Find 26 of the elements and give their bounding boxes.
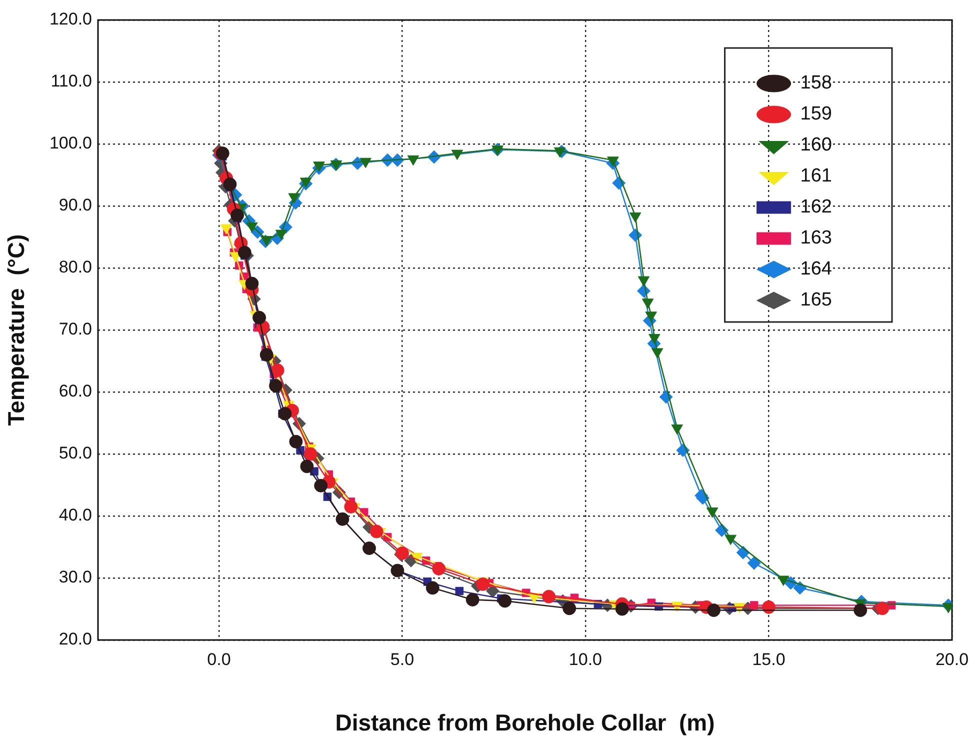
x-axis-title: Distance from Borehole Collar (m) — [335, 710, 715, 736]
legend-label: 164 — [800, 258, 832, 280]
y-tick-label: 60.0 — [58, 382, 92, 401]
x-tick-label: 15.0 — [752, 650, 786, 669]
legend-label: 162 — [800, 196, 832, 218]
x-tick-label: 0.0 — [207, 650, 231, 669]
y-tick-label: 40.0 — [58, 506, 92, 525]
legend-label: 163 — [800, 228, 832, 249]
y-tick-label: 90.0 — [58, 196, 92, 215]
legend-label: 160 — [800, 134, 832, 156]
y-tick-label: 80.0 — [58, 258, 92, 277]
y-tick-label: 110.0 — [50, 72, 92, 91]
x-tick-label: 20.0 — [935, 650, 969, 669]
legend-label: 165 — [800, 290, 832, 311]
x-tick-label: 10.0 — [568, 650, 602, 669]
y-tick-label: 20.0 — [58, 630, 92, 649]
legend-label: 159 — [800, 104, 832, 125]
y-tick-label: 30.0 — [58, 568, 92, 587]
y-tick-label: 50.0 — [58, 444, 92, 463]
y-tick-label: 120.0 — [49, 10, 92, 29]
y-tick-label: 100.0 — [49, 134, 92, 153]
y-tick-label: 70.0 — [58, 320, 92, 339]
y-axis-title: Temperature (°C) — [3, 234, 30, 426]
legend-label: 158 — [800, 72, 832, 94]
legend-label: 161 — [800, 166, 832, 187]
x-tick-label: 5.0 — [390, 650, 414, 669]
